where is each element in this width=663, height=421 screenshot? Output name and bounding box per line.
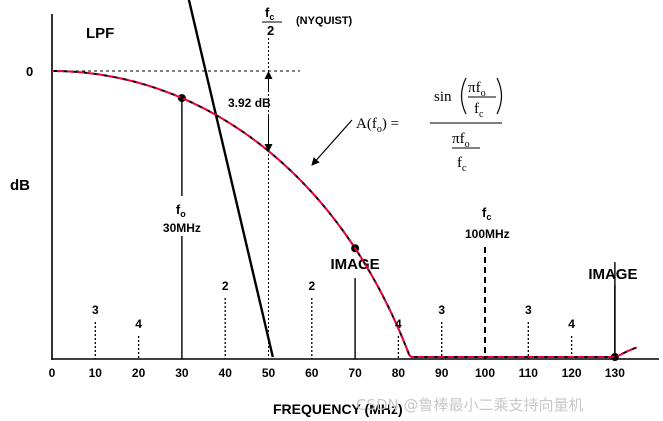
harmonic-marker-label: 3 [525, 303, 532, 317]
fc-label: fc [482, 205, 491, 222]
x-tick-label: 80 [392, 366, 406, 380]
x-tick-label: 130 [605, 366, 625, 380]
marker-label: IMAGE [588, 266, 637, 283]
x-tick-label: 120 [562, 366, 582, 380]
nyquist-drop-label: 3.92 dB [228, 96, 271, 110]
x-tick-label: 0 [49, 366, 56, 380]
watermark: CSDN @鲁棒最小二乘支持向量机 [356, 396, 584, 414]
nyquist-fraction-denominator: 2 [267, 23, 274, 38]
fc-value-label: 100MHz [465, 227, 510, 241]
x-tick-label: 70 [348, 366, 362, 380]
x-tick-label: 50 [262, 366, 276, 380]
formula-lhs: A(fo) = [356, 116, 399, 135]
marker-label: IMAGE [331, 256, 380, 273]
formula-leader-arrow [311, 119, 353, 166]
harmonic-markers: 3 4 2 2 4 3 3 4 [92, 279, 575, 359]
nyquist-annotation: fc 2 (NYQUIST) 3.92 dB [228, 5, 353, 359]
harmonic-marker-label: 3 [438, 303, 445, 317]
harmonic-marker-label: 4 [135, 317, 142, 331]
x-tick-label: 40 [219, 366, 233, 380]
x-tick-label: 20 [132, 366, 146, 380]
formula-paren-right [496, 77, 503, 115]
harmonic-marker-label: 4 [568, 317, 575, 331]
nyquist-label: (NYQUIST) [296, 15, 353, 27]
x-tick-label: 100 [475, 366, 495, 380]
x-tick-label: 90 [435, 366, 449, 380]
formula-sin: sin [434, 89, 452, 105]
sinc-envelope-line [51, 70, 637, 358]
sinc-envelope-overlay [51, 70, 637, 358]
formula-fc-bottom: fc [457, 155, 467, 174]
fc-annotation: fc 100MHz [465, 205, 510, 359]
x-tick-label: 110 [519, 366, 539, 380]
x-tick-labels: 0 10 20 30 40 50 60 70 80 90 100 110 120 130 [49, 366, 626, 380]
sinc-formula: A(fo) = sin πfo fc πfo fc [356, 77, 503, 174]
x-axis-label: FREQUENCY (MHz) [273, 401, 403, 417]
formula-paren-left [460, 77, 467, 115]
formula-fc-top: fc [474, 101, 484, 120]
formula-pi-fo-top: πfo [468, 80, 486, 99]
x-tick-label: 30 [175, 366, 189, 380]
formula-pi-fo-bottom: πfo [452, 131, 470, 150]
marker-label: fo [176, 202, 186, 219]
harmonic-marker-label: 2 [308, 279, 315, 293]
zero-db-label: 0 [26, 64, 33, 79]
nyquist-fraction-numerator: fc [265, 5, 274, 22]
lpf-response-line [187, 0, 274, 358]
harmonic-marker-label: 4 [395, 317, 402, 331]
marker-value-label: 30MHz [163, 221, 201, 235]
y-axis-label: dB [10, 177, 30, 194]
harmonic-marker-label: 3 [92, 303, 99, 317]
lpf-label: LPF [86, 25, 114, 42]
x-tick-label: 60 [305, 366, 319, 380]
x-tick-label: 10 [89, 366, 103, 380]
harmonic-marker-label: 2 [222, 279, 229, 293]
